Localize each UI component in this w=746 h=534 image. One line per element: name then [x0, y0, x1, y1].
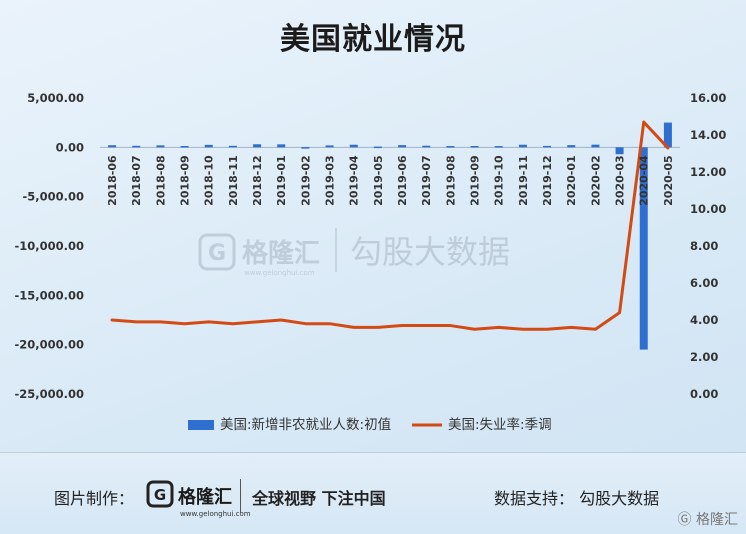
y-right-tick-label: 2.00: [690, 350, 718, 364]
y-left-tick-label: 5,000.00: [27, 91, 84, 105]
watermark: G 格隆汇 www.gelonghui.com 勾股大数据: [198, 228, 510, 277]
bar: [518, 144, 527, 148]
y-right-tick-label: 16.00: [690, 91, 726, 105]
x-tick-label: 2019-10: [493, 155, 506, 206]
x-tick-label: 2020-01: [565, 155, 578, 206]
y-left-tick-label: -15,000.00: [14, 288, 84, 302]
bar: [398, 145, 407, 148]
x-tick-label: 2019-08: [444, 155, 457, 206]
x-tick-label: 2018-11: [227, 155, 240, 206]
x-tick-label: 2019-06: [396, 155, 409, 206]
bar: [543, 145, 552, 148]
x-tick-label: 2019-02: [299, 155, 312, 206]
x-tick-label: 2019-04: [348, 155, 361, 206]
x-tick-label: 2019-03: [324, 155, 337, 206]
page-title: 美国就业情况: [280, 22, 466, 57]
legend-label-bar: 美国:新增非农就业人数:初值: [220, 416, 391, 433]
x-tick-label: 2018-06: [106, 155, 119, 206]
bar: [301, 147, 310, 149]
watermark-logo-icon: [198, 233, 236, 271]
bar: [156, 145, 165, 148]
footer-corner-brand: Ⓖ 格隆汇: [678, 509, 738, 529]
watermark-domain: www.gelonghui.com: [244, 269, 315, 277]
y-left-tick-label: -5,000.00: [22, 190, 84, 204]
bar: [639, 147, 648, 350]
bar: [277, 144, 286, 148]
y-right-tick-label: 6.00: [690, 276, 718, 290]
series-line: [110, 120, 670, 331]
x-tick-label: 2020-04: [638, 155, 651, 206]
legend-swatch-bar: [188, 420, 214, 430]
corner-brand-text: 格隆汇: [696, 512, 738, 528]
bar: [446, 146, 455, 148]
x-tick-label: 2018-07: [130, 155, 143, 206]
bar: [132, 145, 141, 148]
bar: [494, 146, 503, 148]
x-tick-label: 2018-08: [154, 155, 167, 206]
y-right-tick-label: 0.00: [690, 387, 718, 401]
y-left-tick-label: 0.00: [56, 140, 84, 154]
watermark-source: 勾股大数据: [350, 233, 510, 271]
x-tick-label: 2019-05: [372, 155, 385, 206]
bar: [253, 144, 262, 148]
y-right-tick-label: 14.00: [690, 128, 726, 142]
x-tick-label: 2020-02: [589, 155, 602, 206]
bar: [567, 145, 576, 148]
watermark-logo-letter: G: [208, 241, 226, 266]
bar: [349, 144, 358, 148]
chart: G 格隆汇 www.gelonghui.com 勾股大数据 5,000.00 0.…: [14, 91, 726, 433]
footer-brand: 格隆汇: [178, 487, 232, 508]
x-tick-label: 2019-11: [517, 155, 530, 206]
svg-text:G: G: [154, 486, 166, 504]
x-tick-label: 2019-09: [469, 155, 482, 206]
corner-logo-icon: Ⓖ: [677, 512, 692, 528]
x-tick-label: 2019-12: [541, 155, 554, 206]
x-tick-label: 2018-10: [203, 155, 216, 206]
legend-label-line: 美国:失业率:季调: [448, 416, 552, 433]
y-left-tick-label: -10,000.00: [14, 239, 84, 253]
y-right-tick-label: 4.00: [690, 313, 718, 327]
bar: [663, 122, 672, 148]
x-tick-label: 2020-03: [614, 155, 627, 206]
footer-made-by-label: 图片制作：: [54, 489, 135, 508]
y-right-tick-label: 8.00: [690, 239, 718, 253]
footer-slogan: 全球视野 下注中国: [252, 489, 386, 508]
bar: [470, 145, 479, 148]
y-left-tick-label: -25,000.00: [14, 387, 84, 401]
bar: [180, 146, 189, 148]
footer: 图片制作： G 格隆汇 www.gelonghui.com 全球视野 下注中国 …: [0, 452, 746, 534]
bar: [373, 146, 382, 149]
bar: [204, 144, 213, 148]
bar: [591, 144, 600, 148]
bar: [615, 147, 624, 155]
bar: [422, 145, 431, 148]
y-right-tick-label: 10.00: [690, 202, 726, 216]
x-tick-label: 2018-09: [179, 155, 192, 206]
x-tick-label: 2018-12: [251, 155, 264, 206]
x-tick-label: 2019-01: [275, 155, 288, 206]
footer-data-support: 数据支持： 勾股大数据: [494, 489, 660, 508]
brand-logo-icon: G: [146, 480, 174, 508]
x-tick-label: 2020-05: [662, 155, 675, 206]
bar: [228, 145, 237, 148]
x-tick-label: 2019-07: [420, 155, 433, 206]
y-left-tick-label: -20,000.00: [14, 338, 84, 352]
watermark-brand: 格隆汇: [242, 238, 320, 269]
bar: [108, 145, 117, 148]
footer-domain: www.gelonghui.com: [180, 510, 251, 518]
bar: [325, 145, 334, 148]
y-right-tick-label: 12.00: [690, 165, 726, 179]
footer-divider: [240, 479, 241, 513]
